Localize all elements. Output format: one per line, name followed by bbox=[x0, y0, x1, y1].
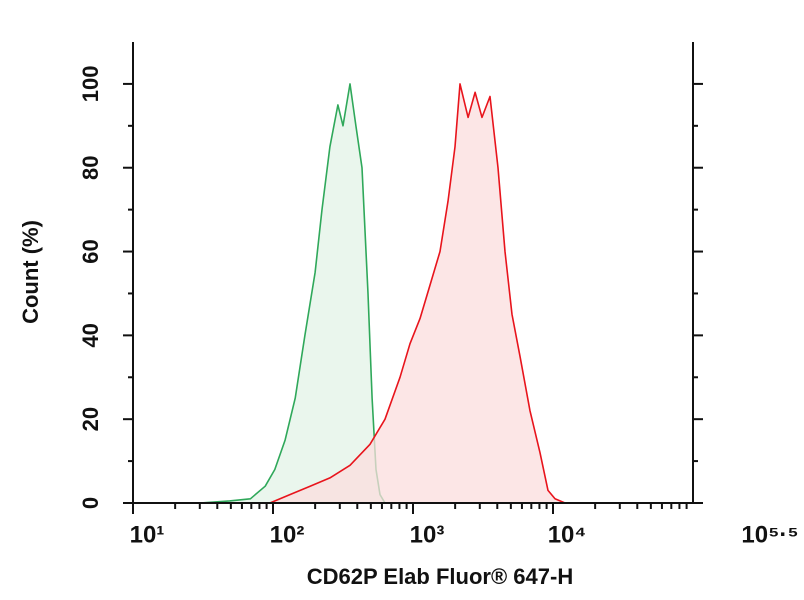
y-tick-label: 20 bbox=[78, 407, 103, 431]
x-axis-label: CD62P Elab Fluor® 647-H bbox=[307, 564, 573, 589]
y-tick-label: 100 bbox=[78, 66, 103, 103]
y-tick-label: 40 bbox=[78, 323, 103, 347]
x-tick-label: 10¹ bbox=[130, 521, 165, 548]
area-fill bbox=[199, 83, 385, 504]
x-tick-label: 10⁵·⁵ bbox=[741, 521, 798, 548]
x-tick-label: 10² bbox=[270, 521, 305, 548]
y-tick-label: 0 bbox=[78, 497, 103, 509]
y-axis-label: Count (%) bbox=[18, 220, 43, 324]
line bbox=[269, 83, 566, 504]
y-tick-label: 60 bbox=[78, 239, 103, 263]
y-tick-label: 80 bbox=[78, 155, 103, 179]
x-tick-label: 10³ bbox=[410, 521, 445, 548]
x-tick-label: 10⁴ bbox=[548, 521, 587, 548]
line bbox=[199, 83, 386, 504]
area-fill bbox=[269, 83, 565, 504]
